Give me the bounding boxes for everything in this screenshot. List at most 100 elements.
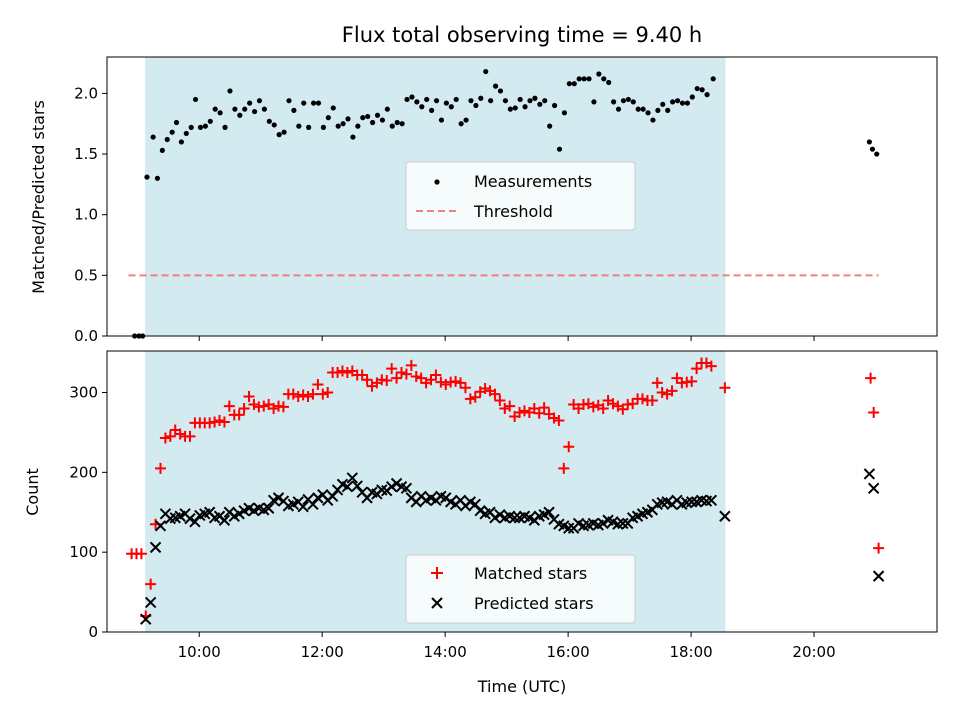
matched-star-point — [494, 394, 506, 406]
matched-star-point — [558, 462, 570, 474]
measurement-point — [866, 139, 872, 145]
measurement-point — [188, 124, 194, 130]
predicted-star-point — [385, 481, 398, 493]
measurement-point — [164, 136, 170, 143]
matched-star-point — [223, 400, 235, 412]
measurement-point — [640, 106, 646, 112]
measurement-point — [615, 106, 622, 112]
matched-star-point — [184, 430, 196, 442]
top-y-tick-label: 1.5 — [74, 145, 98, 163]
x-axis-label: Time (UTC) — [477, 677, 566, 696]
measurement-point — [710, 76, 716, 82]
matched-star-point — [317, 388, 329, 400]
measurement-point — [483, 68, 489, 75]
measurement-point — [655, 107, 661, 113]
chart-title: Flux total observing time = 9.40 h — [342, 23, 702, 47]
measurement-point — [310, 100, 317, 106]
bottom-plot-frame — [106, 350, 938, 633]
matched-star-point — [504, 400, 516, 412]
matched-star-point — [479, 383, 491, 395]
matched-star-point — [209, 416, 221, 428]
measurement-point — [286, 98, 292, 104]
measurement-point — [561, 110, 568, 116]
matched-star-point — [489, 388, 501, 400]
bottom-x-axis: 10:00 12:00 14:00 16:00 18:00 20:00 — [178, 632, 836, 661]
measurement-point — [345, 116, 351, 122]
measurement-point — [611, 99, 617, 105]
matched-star-point — [538, 402, 550, 414]
predicted-star-point — [149, 541, 162, 554]
matched-star-point — [386, 363, 398, 375]
measurement-point — [635, 106, 641, 112]
measurement-point — [150, 134, 156, 140]
measurement-point — [620, 98, 627, 104]
matched-star-point — [415, 372, 427, 384]
measurement-point — [276, 132, 282, 138]
measurement-point — [202, 123, 208, 129]
matched-star-point — [391, 372, 403, 384]
measurement-point — [379, 117, 386, 123]
matched-star-point — [425, 374, 437, 386]
top-y-tick-label: 2.0 — [74, 84, 98, 102]
matched-star-point — [666, 385, 678, 397]
predicted-star-point — [184, 512, 196, 525]
measurement-point — [869, 146, 876, 152]
measurement-point — [291, 107, 297, 113]
predicted-star-point — [218, 514, 231, 526]
predicted-star-point — [508, 512, 521, 524]
measurement-point — [674, 98, 681, 104]
matched-star-point — [400, 368, 412, 380]
matched-star-point — [356, 369, 368, 381]
measurement-point — [699, 87, 705, 93]
measurement-point — [453, 96, 459, 103]
matched-star-point — [322, 387, 334, 399]
measurement-point — [532, 95, 538, 101]
predicted-stars-series — [140, 468, 885, 625]
matched-star-point — [597, 402, 609, 414]
measurement-point — [581, 76, 587, 82]
measurement-point — [522, 104, 528, 110]
measurement-point — [256, 98, 263, 104]
measurement-point — [625, 96, 631, 103]
measurement-point — [227, 88, 233, 94]
measurement-point — [320, 124, 327, 130]
predicted-star-point — [400, 482, 413, 495]
measurement-point — [547, 123, 553, 129]
matched-star-point — [336, 365, 348, 377]
measurement-point — [537, 101, 543, 107]
measurement-point — [679, 100, 686, 106]
measurement-point — [232, 106, 238, 112]
matched-star-point — [430, 369, 442, 381]
measurement-point — [424, 96, 430, 103]
measurement-point — [404, 96, 410, 103]
measurement-point — [296, 123, 302, 129]
x-tick-label: 10:00 — [178, 643, 221, 661]
matched-star-point — [705, 360, 717, 372]
measurement-point — [330, 105, 336, 111]
matched-star-point — [405, 359, 417, 371]
measurement-point — [478, 95, 484, 101]
matched-star-point — [627, 398, 639, 410]
top-legend: Measurements Threshold — [405, 161, 636, 231]
predicted-star-point — [597, 517, 609, 530]
measurement-point — [212, 106, 218, 112]
measurement-point — [173, 119, 180, 126]
matched-star-point — [243, 391, 255, 403]
measurement-point — [315, 100, 322, 106]
matched-star-point — [464, 393, 476, 405]
matched-star-point — [617, 403, 629, 415]
measurement-point — [394, 119, 400, 126]
measurement-point — [360, 115, 366, 121]
top-y-axis-label: Matched/Predicted stars — [29, 100, 48, 294]
top-legend-box — [405, 161, 636, 231]
measurement-point — [414, 99, 420, 105]
measurement-point — [306, 124, 312, 130]
predicted-star-point — [262, 502, 275, 514]
matched-star-point — [174, 428, 186, 440]
measurement-point — [517, 96, 523, 103]
matched-star-point — [361, 374, 373, 386]
matched-star-point — [312, 379, 324, 391]
measurement-point — [551, 102, 558, 109]
matched-star-point — [292, 391, 304, 403]
